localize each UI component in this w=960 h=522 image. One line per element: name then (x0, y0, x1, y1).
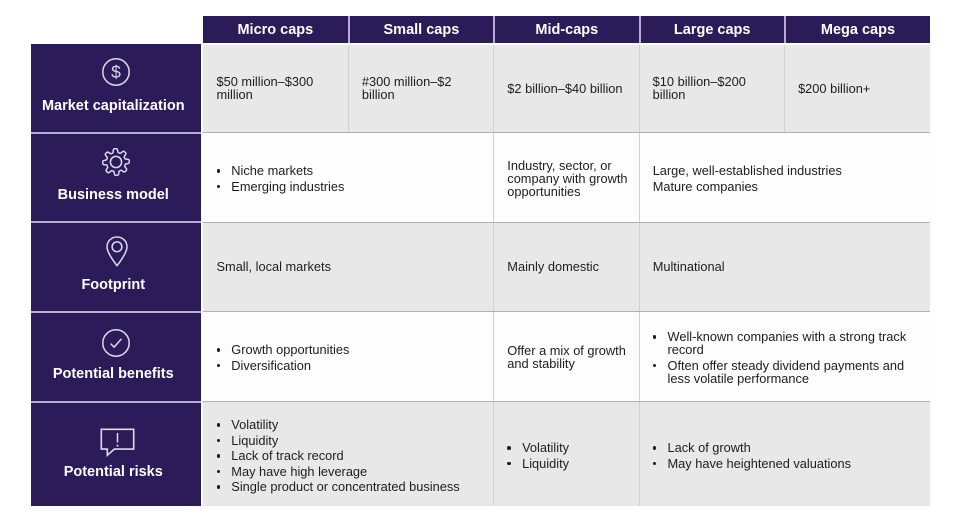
svg-text:$: $ (111, 62, 121, 82)
